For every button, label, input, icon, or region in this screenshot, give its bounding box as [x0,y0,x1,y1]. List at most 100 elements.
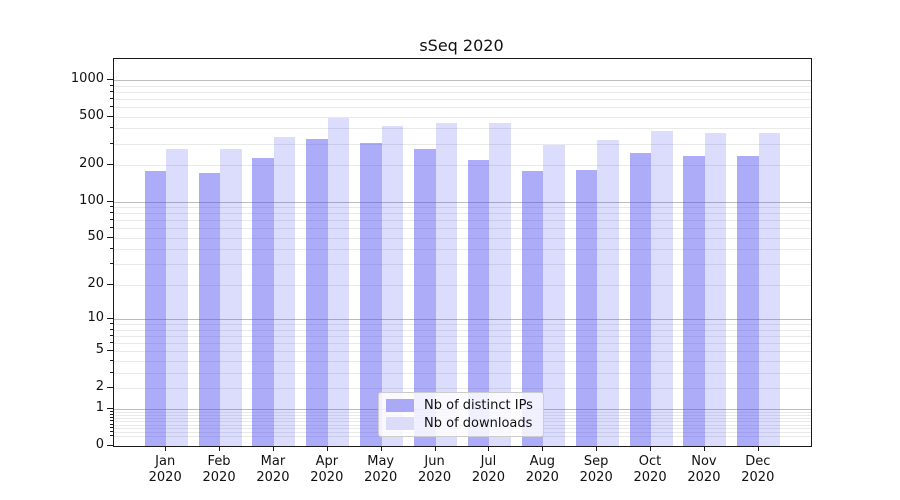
y-tick-label: 20 [87,275,104,291]
legend: Nb of distinct IPs Nb of downloads [378,392,544,437]
y-minor-tick [110,423,113,425]
gridline-minor [114,264,811,266]
legend-item: Nb of downloads [386,416,535,431]
gridline-minor [114,284,811,286]
x-tick-label: Apr 2020 [297,454,357,486]
legend-label: Nb of distinct IPs [424,398,533,413]
bar-distinct-ips-sep [575,170,598,446]
y-minor-tick [110,341,113,343]
y-tick [107,317,113,319]
bar-distinct-ips-mar [252,158,274,446]
bar-downloads-dec [758,132,781,446]
x-tick [219,446,221,451]
y-tick-label: 500 [79,107,104,123]
y-minor-tick [110,206,113,208]
x-tick-month: Dec [745,454,771,469]
x-tick-year: 2020 [418,469,452,485]
y-minor-tick [110,420,113,422]
gridline-minor [114,207,811,209]
x-tick-label: Sep 2020 [566,454,626,486]
x-tick-year: 2020 [148,469,182,485]
bar-distinct-ips-oct [629,153,652,446]
gridline-minor [114,213,811,215]
x-tick-month: Jun [424,454,445,469]
y-tick-label: 2 [95,378,104,394]
bar-distinct-ips-aug [521,171,544,446]
y-minor-tick [110,413,113,415]
x-tick-label: Feb 2020 [189,454,249,486]
x-tick-label: Jan 2020 [135,454,195,486]
x-tick-month: Sep [583,454,609,469]
y-minor-tick [110,219,113,221]
y-minor-tick [110,97,113,99]
y-tick-label: 0 [95,437,104,452]
x-tick-month: Nov [691,454,717,469]
gridline-minor [114,220,811,222]
x-tick-year: 2020 [633,469,667,485]
y-tick-label: 200 [79,156,104,172]
plot-area [113,58,812,447]
y-minor-tick [110,431,113,433]
legend-item: Nb of distinct IPs [386,398,535,413]
y-tick [107,200,113,202]
bar-distinct-ips-feb [198,172,221,446]
bar-downloads-nov [704,132,727,446]
y-minor-tick [110,142,113,144]
x-tick-month: Jan [155,454,176,469]
bar-distinct-ips-may [360,142,382,446]
y-minor-tick [110,435,113,437]
bar-downloads-feb [220,149,242,446]
x-tick-year: 2020 [471,469,505,485]
x-tick [703,446,705,451]
gridline-minor [114,342,811,344]
y-minor-tick [110,371,113,373]
x-tick [165,446,167,451]
y-minor-tick [110,359,113,361]
gridline-major [114,201,811,203]
x-tick-year: 2020 [741,469,775,485]
x-tick-year: 2020 [202,469,236,485]
gridline-minor [114,237,811,239]
gridline-major [114,318,811,320]
legend-label: Nb of downloads [424,416,533,431]
bar-downloads-mar [273,137,296,446]
bar-downloads-sep [597,140,619,446]
y-minor-tick [110,416,113,418]
bar-distinct-ips-jul [467,159,490,446]
bar-downloads-oct [651,131,673,446]
x-tick [542,446,544,451]
y-minor-tick [110,328,113,330]
x-tick-label: May 2020 [351,454,411,486]
gridline-minor [114,228,811,230]
x-tick-month: Mar [260,454,286,469]
y-tick [107,350,113,352]
bar-downloads-apr [327,117,350,446]
x-tick-label: Nov 2020 [674,454,734,486]
y-minor-tick [110,410,113,412]
gridline-minor [114,387,811,389]
y-minor-tick [110,90,113,92]
x-tick-year: 2020 [310,469,344,485]
y-tick [107,386,113,388]
gridline-minor [114,372,811,374]
x-tick-year: 2020 [525,469,559,485]
y-tick [107,115,113,117]
legend-swatch [386,417,414,430]
y-minor-tick [110,323,113,325]
bar-downloads-aug [543,144,565,446]
bar-downloads-jan [166,149,188,446]
y-tick-label: 1000 [70,71,104,86]
bar-downloads-jul [489,123,511,446]
y-tick-label: 100 [79,192,104,208]
y-tick [107,236,113,238]
gridline-minor [114,91,811,93]
x-tick-label: Aug 2020 [512,454,572,486]
x-tick-year: 2020 [687,469,721,485]
y-minor-tick [110,127,113,129]
x-tick-month: May [367,454,395,469]
chart-title: sSeq 2020 [419,36,504,55]
gridline-minor [114,143,811,145]
y-minor-tick [110,106,113,108]
gridline-minor [114,128,811,130]
x-tick-label: Mar 2020 [243,454,303,486]
